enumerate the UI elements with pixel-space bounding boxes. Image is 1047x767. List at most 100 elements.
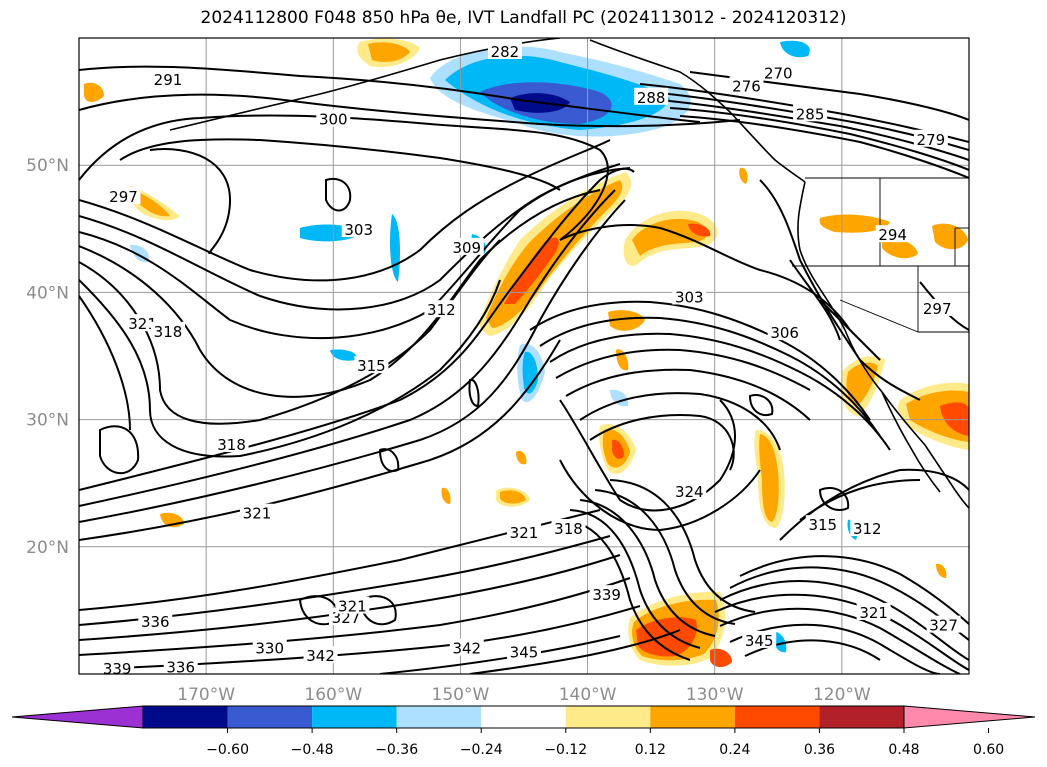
contour-label: 309 <box>452 239 481 257</box>
colorbar-tick-label: −0.48 <box>291 742 334 758</box>
positive-pc-region <box>504 237 559 304</box>
contour-label: 321 <box>338 598 367 616</box>
contour-line <box>579 499 716 637</box>
colorbar-outline <box>142 705 905 729</box>
contour-label: 303 <box>344 221 373 239</box>
colorbar-extend-max <box>903 705 1036 729</box>
contour-label: 312 <box>427 301 456 319</box>
contour-label-bg <box>252 638 287 656</box>
contour-line <box>79 554 621 641</box>
theta-e-contours <box>79 65 969 674</box>
contour-label-bg <box>805 515 840 533</box>
contour-line <box>79 199 626 523</box>
north-america-coast <box>797 181 969 509</box>
contour-label: 306 <box>770 324 799 342</box>
contour-label-bg <box>487 41 522 59</box>
contour-line <box>669 107 969 171</box>
contour-label-bg <box>507 642 541 660</box>
positive-pc-region <box>932 223 968 250</box>
lon-tick-label: 160°W <box>304 685 362 705</box>
contour-line <box>119 605 641 669</box>
contour-line <box>79 295 131 431</box>
negative-pc-region <box>610 389 629 407</box>
contour-label: 336 <box>166 659 195 677</box>
contour-line <box>79 339 561 541</box>
contour-line <box>594 489 736 625</box>
contour-label: 294 <box>878 226 907 244</box>
lon-tick-label: 130°W <box>686 685 744 705</box>
contour-line <box>729 623 941 674</box>
contour-line <box>789 259 841 341</box>
contour-line <box>799 479 921 521</box>
colorbar-segment <box>396 706 482 728</box>
contour-line <box>609 479 756 613</box>
colorbar-tick-label: 0.12 <box>635 742 666 758</box>
contour-label-bg <box>875 225 910 243</box>
contour-label-bg <box>850 518 885 536</box>
alaska-coast <box>589 39 806 183</box>
positive-pc-region <box>759 434 779 522</box>
contour-line <box>539 316 881 437</box>
positive-pc-region <box>500 490 526 504</box>
colorbar-tick-label: −0.36 <box>375 742 418 758</box>
contour-line <box>748 394 774 416</box>
colorbar-segment <box>819 706 904 728</box>
negative-pc-region <box>390 214 400 282</box>
graticule <box>79 38 969 674</box>
positive-pc-region <box>882 238 918 259</box>
lon-tick-label: 170°W <box>177 685 235 705</box>
colorbar-tick-label: 0.48 <box>888 742 919 758</box>
positive-pc-region <box>710 648 732 668</box>
colorbar-tick-label: 0.36 <box>804 742 835 758</box>
contour-label-bg <box>507 522 541 540</box>
contour-line <box>79 167 631 340</box>
contour-line <box>819 299 881 361</box>
contour-line <box>529 300 871 421</box>
map-frame <box>78 37 970 675</box>
contour-line <box>99 425 140 475</box>
contour-label-bg <box>793 104 828 122</box>
contour-label: 315 <box>357 357 386 375</box>
contour-label-bg <box>761 63 796 81</box>
contour-line <box>79 189 601 398</box>
contour-label-bg <box>672 287 707 305</box>
contour-label: 288 <box>637 89 666 107</box>
colorbar-segment <box>565 706 651 728</box>
lon-tick-label: 120°W <box>813 685 871 705</box>
contour-label: 339 <box>103 660 132 678</box>
contour-label: 312 <box>853 520 882 538</box>
contour-label-bg <box>672 482 707 500</box>
map-title: 2024112800 F048 850 hPa θe, IVT Landfall… <box>200 8 847 28</box>
positive-pc-region <box>134 190 170 217</box>
contour-line <box>759 179 921 401</box>
contour-line <box>378 448 400 472</box>
negative-pc-region <box>522 351 538 394</box>
lat-tick-label: 40°N <box>26 283 69 303</box>
positive-pc-region <box>936 563 947 578</box>
contour-label: 321 <box>243 505 272 523</box>
contour-label-bg <box>316 109 351 127</box>
contour-label-bg <box>151 321 185 339</box>
contour-label-bg <box>449 237 484 255</box>
contour-line <box>559 399 736 512</box>
contour-line <box>559 519 691 661</box>
contour-label: 303 <box>675 288 704 306</box>
lat-tick-label: 30°N <box>26 411 69 431</box>
contour-label: 321 <box>128 315 157 333</box>
positive-pc-region <box>612 439 624 459</box>
contour-label: 300 <box>319 110 348 128</box>
contour-label: 330 <box>255 640 284 658</box>
contour-line <box>79 139 611 282</box>
positive-pc-region <box>688 223 711 237</box>
contour-label-bg <box>856 602 891 620</box>
contour-label: 279 <box>917 131 946 149</box>
contour-line <box>469 629 681 674</box>
contour-line <box>79 535 611 626</box>
contour-label: 282 <box>491 43 520 61</box>
contour-label: 324 <box>675 483 704 501</box>
lon-tick-label: 140°W <box>559 685 617 705</box>
contour-label: 318 <box>554 520 583 538</box>
positive-pc-region <box>632 218 708 256</box>
contour-line <box>679 115 969 179</box>
